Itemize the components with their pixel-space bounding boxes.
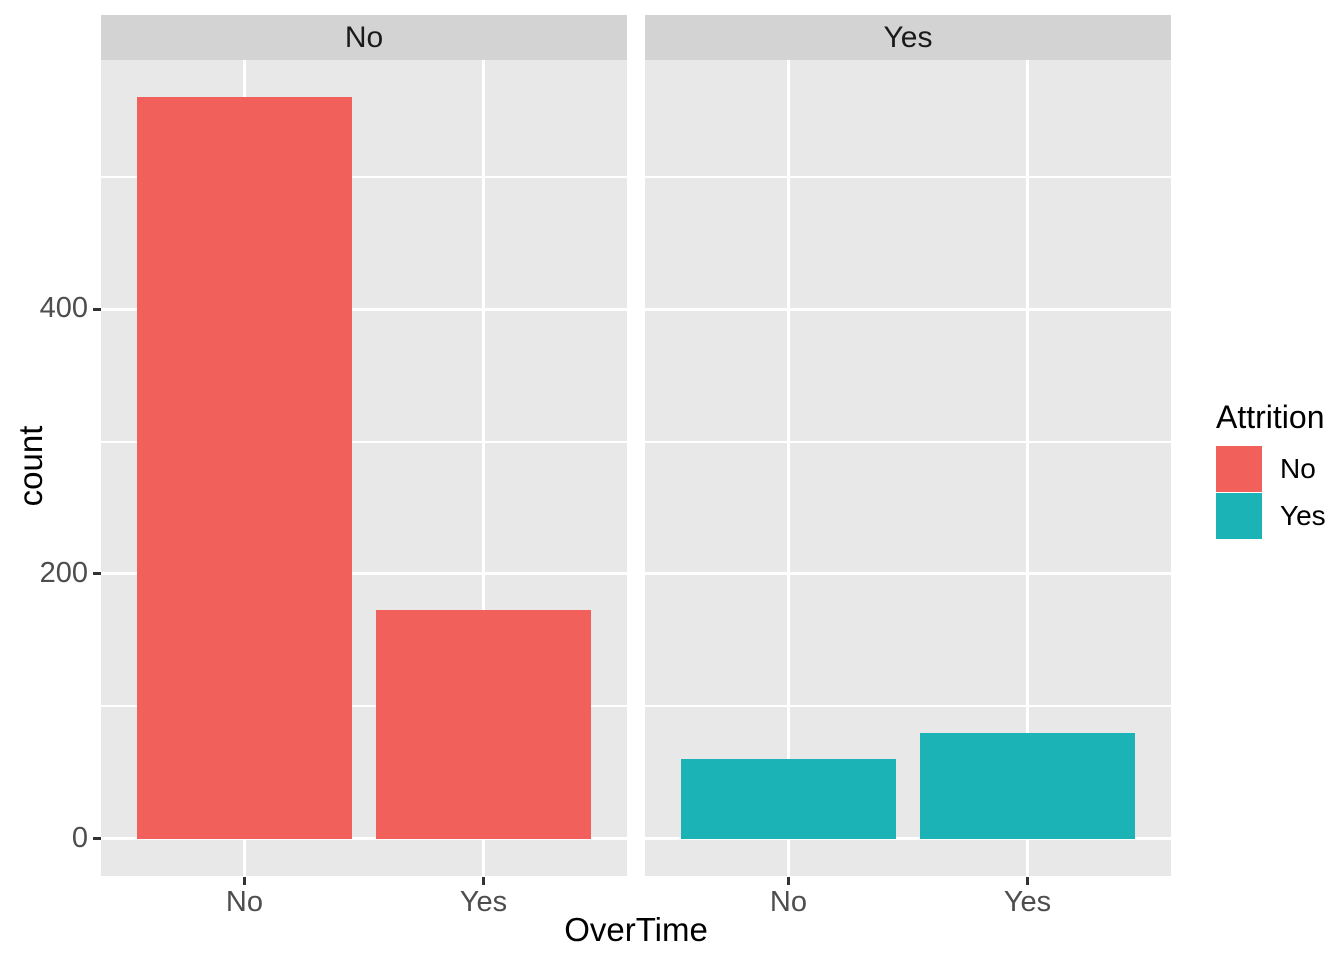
gridline-major [101,572,627,576]
y-tick-label: 400 [39,291,88,324]
legend-entry-no: No [1216,446,1326,493]
y-tick-mark [93,307,101,311]
gridline-x-major [1026,60,1030,876]
legend-entries: No Yes [1216,446,1326,540]
legend: Attrition No Yes [1216,399,1326,540]
x-tick-label: Yes [459,886,508,918]
x-tick-label: No [225,886,263,918]
x-tick-label: Yes [1003,886,1052,918]
y-tick-label: 200 [39,556,88,589]
facet-strip-yes: Yes [645,15,1171,60]
facet-strip-no: No [101,15,627,60]
gridline-minor [101,175,627,178]
y-tick-label: 0 [71,821,88,854]
y-tick-mark [93,572,101,576]
x-tick-mark [482,877,486,885]
gridline-minor [645,440,1171,443]
legend-swatch-yes [1216,493,1262,540]
gridline-major [645,572,1171,576]
legend-label-no: No [1280,453,1316,485]
gridline-major [645,307,1171,311]
panel-no [101,60,627,876]
x-tick-label: No [769,886,807,918]
x-tick-mark [786,877,790,885]
y-tick-mark [93,837,101,841]
legend-entry-yes: Yes [1216,493,1326,540]
gridline-minor [645,175,1171,178]
x-tick-mark [1026,877,1030,885]
bar-yes-yes [919,732,1136,839]
gridline-x-major [786,60,790,876]
bar-no-yes [375,609,592,839]
gridline-minor [101,705,627,708]
gridline-x-major [482,60,486,876]
gridline-major [645,837,1171,841]
gridline-minor [101,440,627,443]
panel-yes [645,60,1171,876]
gridline-major [101,837,627,841]
gridline-major [101,307,627,311]
x-axis-title: OverTime [564,911,708,948]
bar-no-no [136,97,353,839]
bar-yes-no [680,759,897,839]
legend-title: Attrition [1216,399,1325,435]
y-axis-title: count [12,425,49,507]
gridline-minor [645,705,1171,708]
x-tick-mark [242,877,246,885]
legend-label-yes: Yes [1280,500,1326,532]
legend-swatch-no [1216,446,1262,493]
